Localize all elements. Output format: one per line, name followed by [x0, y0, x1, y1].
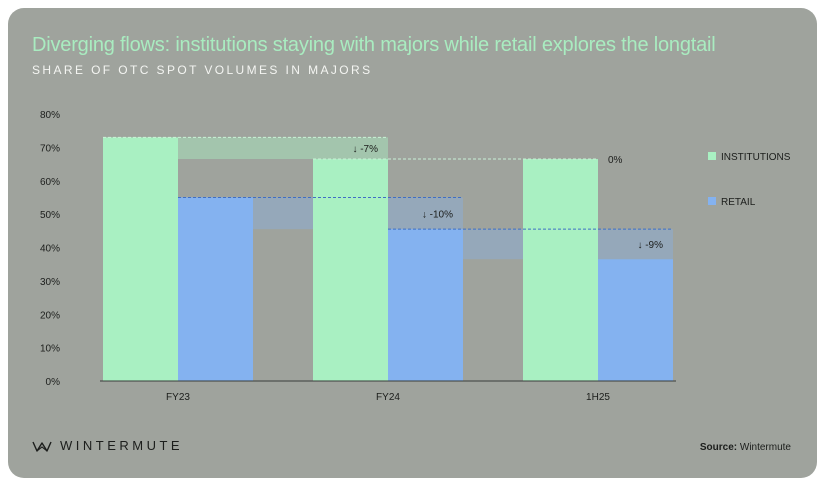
- y-tick-label: 80%: [40, 110, 60, 121]
- source-label: Source:: [699, 442, 738, 453]
- x-axis: FY23 FY24 1H25: [166, 392, 610, 403]
- source-note: Source: Wintermute: [700, 442, 791, 453]
- legend-swatch-institutions: [708, 152, 716, 160]
- y-tick-label: 30%: [40, 277, 60, 288]
- y-tick-label: 60%: [40, 177, 60, 188]
- x-tick-label: 1H25: [586, 392, 610, 403]
- legend-label-institutions: INSTITUTIONS: [721, 152, 791, 163]
- bar-retail-1h25: [598, 259, 673, 381]
- legend-label-retail: RETAIL: [721, 197, 756, 208]
- bar-institutions-fy24: [313, 159, 388, 381]
- x-tick-label: FY23: [166, 392, 190, 403]
- wintermute-logo-icon: [32, 441, 52, 452]
- change-guides: [103, 136, 673, 230]
- brand: WINTERMUTE: [32, 438, 183, 453]
- change-band-institutions: [178, 137, 388, 160]
- x-tick-label: FY24: [376, 392, 400, 403]
- change-annotation-retail: ↓ -9%: [637, 240, 663, 251]
- chart-card: Diverging flows: institutions staying wi…: [8, 8, 817, 478]
- change-annotation-institutions: 0%: [608, 155, 623, 166]
- legend-swatch-retail: [708, 197, 716, 205]
- brand-name: WINTERMUTE: [60, 438, 184, 453]
- source-value: Wintermute: [739, 442, 791, 453]
- y-tick-label: 10%: [40, 344, 60, 355]
- y-tick-label: 70%: [40, 143, 60, 154]
- bar-retail-fy24: [388, 229, 463, 381]
- y-axis: 0% 10% 20% 30% 40% 50% 60% 70% 80%: [40, 110, 60, 388]
- y-tick-label: 40%: [40, 244, 60, 255]
- y-tick-label: 50%: [40, 210, 60, 221]
- bar-institutions-fy23: [103, 137, 178, 381]
- change-annotations: ↓ -7% 0% ↓ -10% ↓ -9%: [352, 144, 663, 251]
- bar-retail-fy23: [178, 197, 253, 381]
- bars: [103, 137, 673, 381]
- change-annotation-retail: ↓ -10%: [422, 209, 453, 220]
- change-annotation-institutions: ↓ -7%: [352, 144, 378, 155]
- y-tick-label: 20%: [40, 310, 60, 321]
- bar-chart: 0% 10% 20% 30% 40% 50% 60% 70% 80% ↓ -7% 0% ↓ -10%…: [40, 110, 791, 403]
- y-tick-label: 0%: [46, 377, 61, 388]
- chart-title: Diverging flows: institutions staying wi…: [32, 34, 716, 56]
- bar-institutions-1h25: [523, 159, 598, 381]
- legend: INSTITUTIONS RETAIL: [708, 152, 791, 208]
- chart-subtitle: SHARE OF OTC SPOT VOLUMES IN MAJORS: [32, 63, 373, 77]
